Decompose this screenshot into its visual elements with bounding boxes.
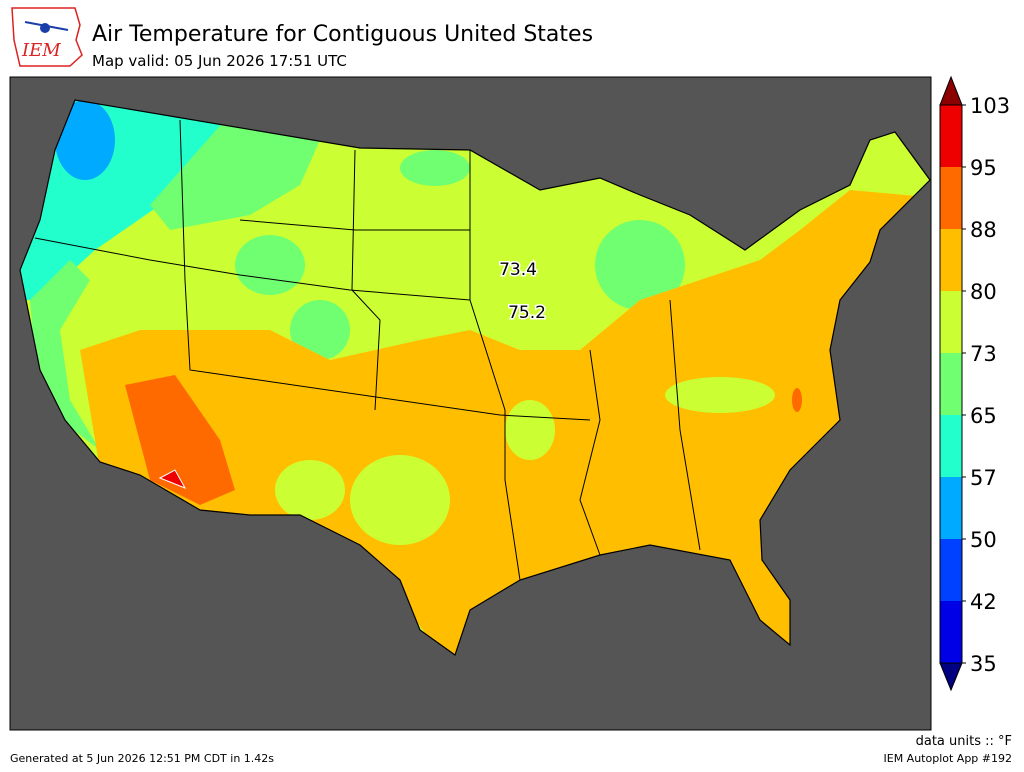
colorbar-segment bbox=[940, 601, 962, 663]
colorbar-label: 42 bbox=[970, 590, 997, 614]
colorbar-segment bbox=[940, 291, 962, 353]
units: data units :: °F bbox=[916, 734, 1012, 749]
colorbar-label: 50 bbox=[970, 528, 997, 552]
colorbar-label: 65 bbox=[970, 404, 997, 428]
colorbar: 35 42 50 57 65 73 80 88 95 103 bbox=[939, 75, 1010, 692]
generated: Generated at 5 Jun 2026 12:51 PM CDT in … bbox=[10, 752, 274, 765]
colorbar-label: 73 bbox=[970, 342, 997, 366]
colorbar-segment bbox=[940, 229, 962, 291]
station-value: 75.2 bbox=[508, 303, 546, 323]
app: IEM Autoplot App #192 bbox=[884, 752, 1013, 765]
station-value: 73.4 bbox=[499, 260, 537, 280]
logo: IEM bbox=[11, 7, 83, 67]
colorbar-label: 80 bbox=[970, 280, 997, 304]
colorbar-segment bbox=[940, 415, 962, 477]
colorbar-segment bbox=[940, 353, 962, 415]
colorbar-under bbox=[939, 662, 963, 692]
logo-text: IEM bbox=[21, 40, 61, 61]
colorbar-over bbox=[939, 75, 963, 106]
subtitle: Map valid: 05 Jun 2026 17:51 UTC bbox=[92, 52, 347, 70]
map bbox=[9, 76, 932, 731]
colorbar-segment bbox=[940, 167, 962, 229]
colorbar-segment bbox=[940, 539, 962, 601]
colorbar-segment bbox=[940, 477, 962, 539]
colorbar-label: 57 bbox=[970, 466, 997, 490]
colorbar-label: 95 bbox=[970, 156, 997, 180]
colorbar-label: 103 bbox=[970, 94, 1010, 118]
colorbar-label: 35 bbox=[970, 652, 997, 676]
colorbar-label: 88 bbox=[970, 218, 997, 242]
colorbar-frame bbox=[939, 104, 963, 664]
colorbar-segment bbox=[940, 105, 962, 167]
title: Air Temperature for Contiguous United St… bbox=[92, 22, 593, 47]
